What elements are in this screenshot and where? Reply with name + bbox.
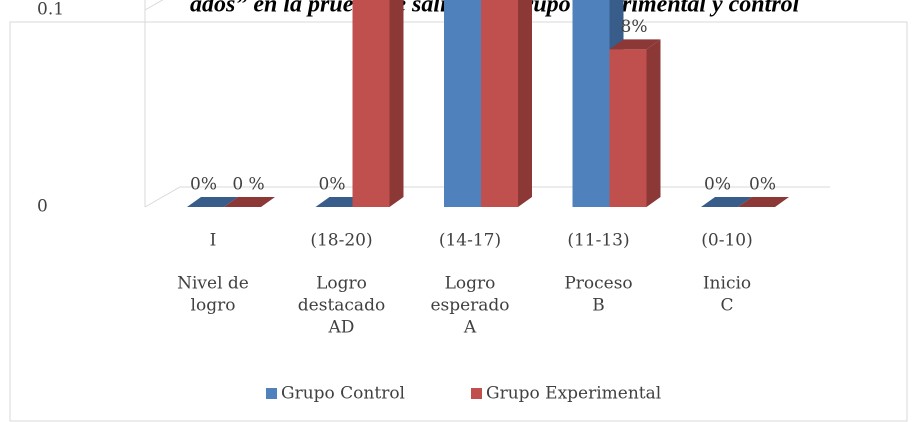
x-tick-label: esperado (430, 296, 509, 316)
x-tick-label: Proceso (564, 274, 632, 294)
bar (572, 0, 610, 207)
bar (352, 0, 390, 207)
bar-top (187, 197, 238, 207)
legend-swatch (266, 388, 277, 399)
bar-side (518, 0, 532, 207)
x-tick-label: (14-17) (439, 231, 501, 251)
x-tick-label: (18-20) (310, 231, 372, 251)
x-tick-label: (11-13) (567, 231, 629, 251)
grid-line (144, 0, 164, 11)
bar-side (389, 0, 404, 207)
x-tick-label: B (592, 296, 605, 316)
legend-swatch (471, 388, 482, 399)
bar-side (646, 39, 661, 208)
y-tick-label: 0 (37, 197, 48, 217)
bar-top (738, 197, 789, 207)
data-label: 8% (621, 17, 648, 37)
x-tick-label: Inicio (703, 274, 751, 294)
bar (444, 0, 481, 207)
legend-label: Grupo Experimental (486, 384, 661, 404)
bar (481, 0, 518, 207)
data-label: 0% (749, 175, 776, 195)
x-tick-label: Logro (445, 274, 496, 294)
bar-top (224, 197, 275, 207)
bar (609, 49, 647, 208)
data-label: 0% (319, 175, 346, 195)
x-tick-label: logro (191, 296, 236, 316)
y-tick-label: 0.1 (37, 0, 64, 20)
legend-label: Grupo Control (281, 384, 405, 404)
data-label: 0% (704, 175, 731, 195)
data-label: 0% (190, 175, 217, 195)
data-label: 0 % (232, 175, 264, 195)
x-tick-label: destacado (298, 296, 385, 316)
x-tick-label: (0-10) (701, 231, 752, 251)
x-tick-label: A (463, 318, 477, 338)
bar-top (701, 197, 752, 207)
x-tick-label: Nivel de (177, 274, 249, 294)
x-tick-label: Logro (316, 274, 367, 294)
bar-top (609, 39, 661, 50)
x-tick-label: I (210, 231, 217, 251)
x-tick-label: AD (328, 318, 355, 338)
x-tick-label: C (720, 296, 733, 316)
